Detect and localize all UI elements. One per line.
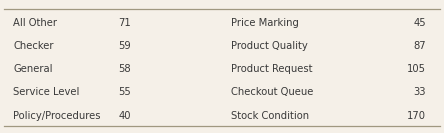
Text: Policy/Procedures: Policy/Procedures — [13, 111, 101, 121]
Text: 87: 87 — [414, 41, 426, 51]
Text: 40: 40 — [119, 111, 131, 121]
Text: Checkout Queue: Checkout Queue — [231, 87, 313, 97]
Text: Product Quality: Product Quality — [231, 41, 308, 51]
Text: 59: 59 — [118, 41, 131, 51]
Text: Checker: Checker — [13, 41, 54, 51]
Text: Price Marking: Price Marking — [231, 18, 299, 28]
Text: 71: 71 — [118, 18, 131, 28]
Text: 33: 33 — [414, 87, 426, 97]
Text: 55: 55 — [118, 87, 131, 97]
Text: 170: 170 — [407, 111, 426, 121]
Text: 58: 58 — [119, 64, 131, 74]
Text: 105: 105 — [407, 64, 426, 74]
Text: Service Level: Service Level — [13, 87, 79, 97]
Text: 45: 45 — [414, 18, 426, 28]
Text: All Other: All Other — [13, 18, 57, 28]
Text: General: General — [13, 64, 53, 74]
Text: Product Request: Product Request — [231, 64, 313, 74]
Text: Stock Condition: Stock Condition — [231, 111, 309, 121]
